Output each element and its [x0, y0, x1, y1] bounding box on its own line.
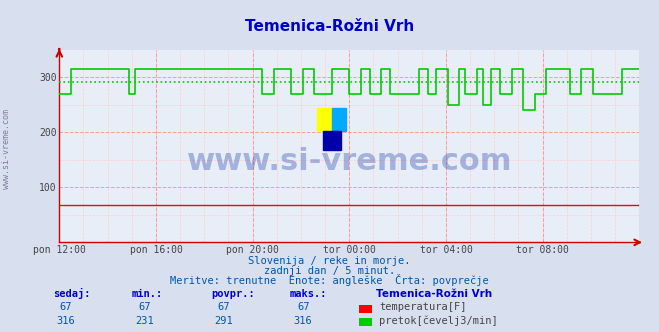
Text: sedaj:: sedaj: [53, 288, 90, 299]
Text: 291: 291 [215, 316, 233, 326]
Text: 67: 67 [139, 302, 151, 312]
Bar [332, 108, 347, 131]
Text: www.si-vreme.com: www.si-vreme.com [2, 110, 11, 189]
Text: Temenica-Rožni Vrh: Temenica-Rožni Vrh [245, 19, 414, 34]
Text: 231: 231 [136, 316, 154, 326]
Text: pretok[čevelj3/min]: pretok[čevelj3/min] [379, 315, 498, 326]
Text: zadnji dan / 5 minut.: zadnji dan / 5 minut. [264, 266, 395, 276]
Text: 316: 316 [57, 316, 75, 326]
Text: 316: 316 [294, 316, 312, 326]
Text: Temenica-Rožni Vrh: Temenica-Rožni Vrh [376, 289, 492, 299]
Text: min.:: min.: [132, 289, 163, 299]
Text: Meritve: trenutne  Enote: angleške  Črta: povprečje: Meritve: trenutne Enote: angleške Črta: … [170, 274, 489, 286]
Text: 67: 67 [218, 302, 230, 312]
Bar [323, 131, 341, 150]
Text: Slovenija / reke in morje.: Slovenija / reke in morje. [248, 256, 411, 266]
Text: maks.:: maks.: [290, 289, 328, 299]
Text: temperatura[F]: temperatura[F] [379, 302, 467, 312]
Text: 67: 67 [297, 302, 309, 312]
Text: 67: 67 [60, 302, 72, 312]
Text: www.si-vreme.com: www.si-vreme.com [186, 147, 512, 176]
Bar [318, 108, 332, 131]
Text: povpr.:: povpr.: [211, 289, 254, 299]
